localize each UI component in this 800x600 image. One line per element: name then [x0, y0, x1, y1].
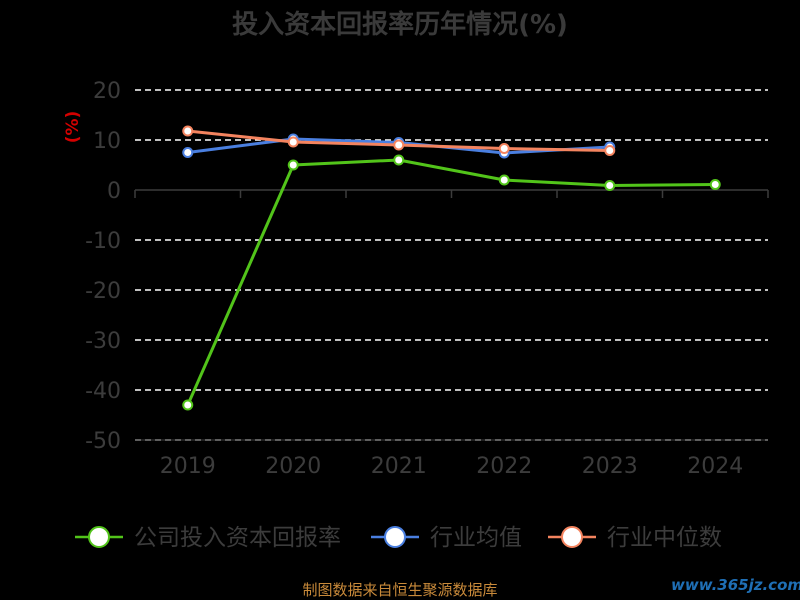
series-group [182, 125, 616, 156]
x-tick-label: 2019 [160, 454, 216, 479]
y-tick-label: -40 [85, 379, 121, 404]
watermark: www.365jz.com [671, 576, 800, 594]
data-point[interactable] [709, 179, 721, 190]
data-point[interactable] [287, 159, 299, 171]
y-tick-label: -10 [85, 229, 121, 254]
data-point[interactable] [604, 145, 616, 156]
legend-label: 行业中位数 [607, 525, 722, 551]
y-tick-label: 0 [107, 179, 121, 204]
axes: 20 10 0 -10 -20 -30 -40 -50 2019 2020 2021 2022 2023… [85, 79, 769, 479]
legend-swatch-marker [88, 526, 110, 548]
data-point[interactable] [182, 125, 194, 137]
chart-title: 投入资本回报率历年情况(%) [232, 9, 568, 40]
legend-swatch-marker [384, 526, 406, 548]
x-tick-label: 2024 [687, 454, 743, 479]
legend-label: 行业均值 [430, 525, 522, 551]
source-note: 制图数据来自恒生聚源数据库 [302, 581, 497, 599]
legend-item[interactable]: 公司投入资本回报率 [75, 525, 341, 551]
data-point[interactable] [393, 139, 405, 151]
data-point[interactable] [182, 399, 194, 411]
x-tick-label: 2021 [371, 454, 427, 479]
x-tick-label: 2023 [582, 454, 638, 479]
data-point[interactable] [393, 154, 405, 166]
y-axis-label: (%) [63, 111, 83, 144]
y-tick-label: -30 [85, 329, 121, 354]
x-tick-label: 2022 [476, 454, 532, 479]
x-tick-label: 2020 [265, 454, 321, 479]
series-group [182, 154, 721, 411]
legend: 公司投入资本回报率 行业均值 行业中位数 [75, 525, 722, 551]
data-point[interactable] [182, 147, 194, 158]
data-point[interactable] [498, 143, 510, 154]
legend-swatch-marker [561, 526, 583, 548]
data-point[interactable] [604, 180, 616, 191]
y-tick-label: 20 [93, 79, 121, 104]
legend-label: 公司投入资本回报率 [134, 525, 341, 551]
y-tick-label: 10 [93, 129, 121, 154]
legend-item[interactable]: 行业均值 [371, 525, 522, 551]
y-tick-label: -50 [85, 429, 121, 454]
grid-lines [135, 89, 768, 441]
y-tick-label: -20 [85, 279, 121, 304]
series-line [186, 158, 716, 406]
data-point[interactable] [287, 136, 299, 148]
data-point[interactable] [498, 174, 510, 186]
legend-item[interactable]: 行业中位数 [548, 525, 722, 551]
series-lines [182, 125, 721, 411]
